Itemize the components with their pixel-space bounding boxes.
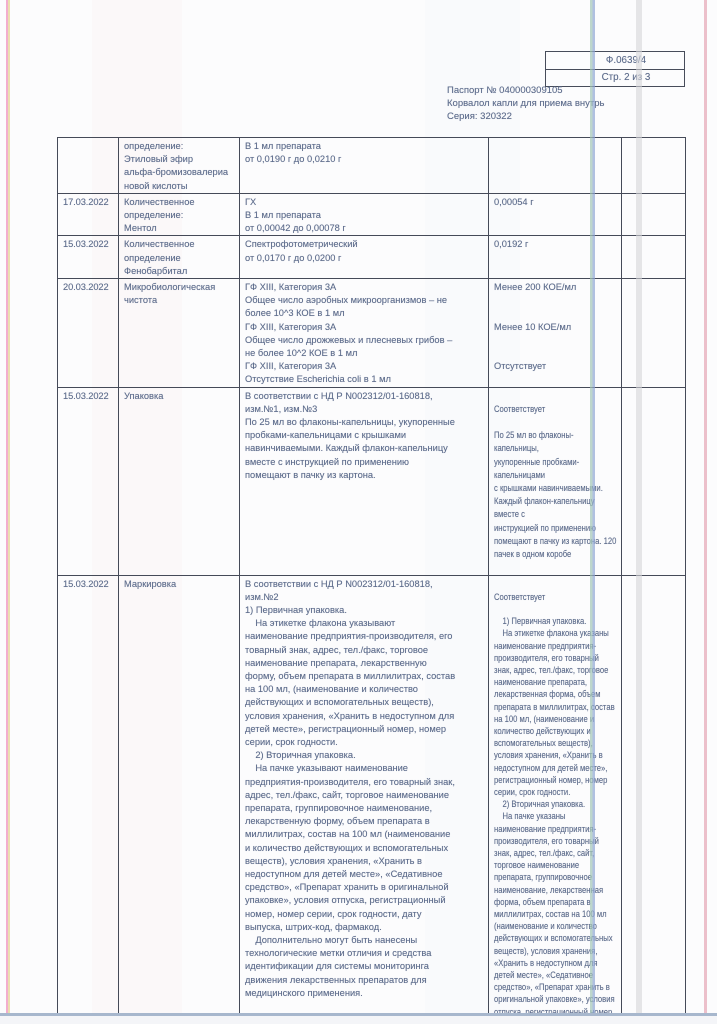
scan-edge-pink-right-artifact (704, 0, 707, 1024)
product-name: Корвалол капли для приема внутрь (447, 98, 605, 110)
page-indicator: Стр. 2 из 3 (601, 72, 651, 84)
cell-result-text: Соответствует 1) Первичная упаковка. На … (494, 591, 615, 1024)
cell-result: Соответствует По 25 мл во флаконы-капель… (488, 386, 622, 576)
cell-blank (621, 235, 686, 280)
table-row: 15.03.2022 Упаковка В соответствии с НД … (57, 386, 686, 576)
form-code-box: Ф.0639/4 Стр. 2 из 3 (545, 51, 685, 87)
cell-result: Соответствует 1) Первичная упаковка. На … (488, 574, 622, 1024)
cell-requirement: В соответствии с НД Р N002312/01-160818,… (239, 574, 489, 1024)
cell-result: 0,00054 г (488, 192, 622, 237)
cell-date: 15.03.2022 (57, 574, 119, 1024)
cell-test-name: Упаковка (118, 386, 240, 576)
cell-test-name: Количественное определение: Ментол (118, 192, 240, 237)
cell-blank (621, 574, 686, 1024)
cell-date (57, 137, 119, 194)
cell-requirement: ГФ XIII, Категория 3А Общее число аэробн… (239, 278, 489, 388)
passport-number: Паспорт № 040000309105 (447, 85, 563, 96)
cell-test-name: Маркировка (118, 574, 240, 1024)
cell-date: 15.03.2022 (57, 386, 119, 576)
table-row: 17.03.2022 Количественное определение: М… (57, 192, 686, 237)
cell-result-text: Соответствует По 25 мл во флаконы-капель… (494, 403, 617, 560)
cell-test-name: Количественное определение Фенобарбитал (118, 235, 240, 280)
table-row: 15.03.2022 Маркировка В соответствии с Н… (57, 574, 686, 1024)
cell-test-name: определение: Этиловый эфир альфа-бромизо… (118, 137, 240, 194)
cell-result (488, 137, 622, 194)
table-row: определение: Этиловый эфир альфа-бромизо… (57, 137, 686, 194)
series-number: Серия: 320322 (447, 111, 512, 123)
cell-blank (621, 192, 686, 237)
cell-result: Менее 200 КОЕ/мл Менее 10 КОЕ/мл Отсутст… (488, 278, 622, 388)
cell-date: 15.03.2022 (57, 235, 119, 280)
passport-header: Паспорт № 040000309105 Корвалол капли дл… (447, 84, 707, 124)
form-code: Ф.0639/4 (546, 52, 684, 70)
scan-edge-pink-left-artifact (6, 0, 10, 1016)
cell-date: 17.03.2022 (57, 192, 119, 237)
cell-blank (621, 386, 686, 576)
cell-test-name: Микробиологическая чистота (118, 278, 240, 388)
cell-requirement: В соответствии с НД Р N002312/01-160818,… (239, 386, 489, 576)
cell-requirement: Спектрофотометрический от 0,0170 г до 0,… (239, 235, 489, 280)
cell-date: 20.03.2022 (57, 278, 119, 388)
table-row: 20.03.2022 Микробиологическая чистота ГФ… (57, 278, 686, 388)
table-row: 15.03.2022 Количественное определение Фе… (57, 235, 686, 280)
cell-blank (621, 137, 686, 194)
cell-blank (621, 278, 686, 388)
cell-requirement: ГХ В 1 мл препарата от 0,00042 до 0,0007… (239, 192, 489, 237)
test-results-table: определение: Этиловый эфир альфа-бромизо… (57, 137, 686, 1024)
cell-requirement: В 1 мл препарата от 0,0190 г до 0,0210 г (239, 137, 489, 194)
cell-result: 0,0192 г (488, 235, 622, 280)
